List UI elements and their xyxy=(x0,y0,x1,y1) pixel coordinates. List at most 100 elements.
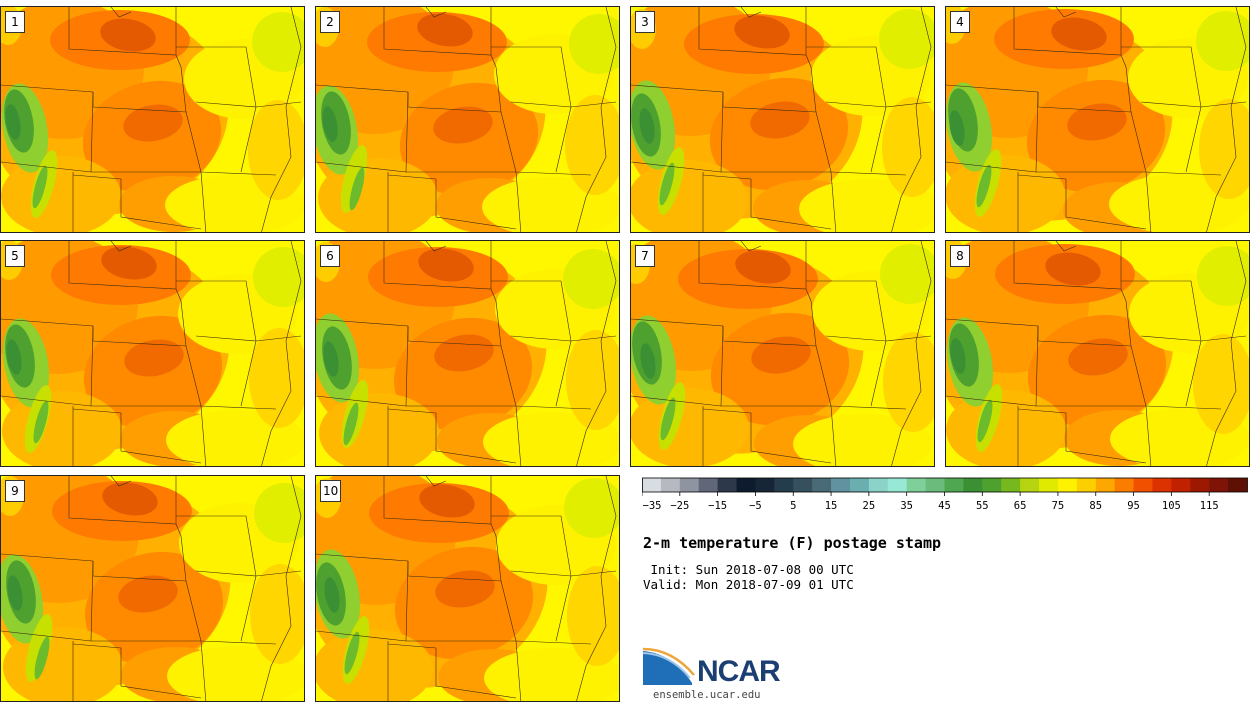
state-border xyxy=(316,630,407,642)
colorbar-tick-label: −15 xyxy=(708,500,727,512)
state-border xyxy=(740,7,762,18)
state-border xyxy=(825,101,932,108)
state-border xyxy=(740,241,762,252)
state-border xyxy=(891,7,932,232)
temperature-region xyxy=(324,577,340,613)
temperature-region xyxy=(123,104,183,142)
state-border xyxy=(576,241,617,466)
colorbar-tick-label: 115 xyxy=(1200,500,1219,512)
temperature-region xyxy=(1067,103,1127,141)
temperature-region xyxy=(5,104,21,140)
temperature-region xyxy=(1196,11,1249,71)
ensemble-member-panel: 2 xyxy=(315,6,620,233)
state-border xyxy=(261,476,302,701)
state-border xyxy=(576,7,617,232)
state-border xyxy=(631,161,722,173)
colorbar-tick-label: 25 xyxy=(863,500,876,512)
ncar-logo-text: NCAR xyxy=(697,655,781,688)
ensemble-member-panel: 9 xyxy=(0,475,305,702)
colorbar-tick-label: −35 xyxy=(643,500,662,512)
state-border xyxy=(110,241,132,252)
colorbar-tick-label: 105 xyxy=(1162,500,1181,512)
state-border xyxy=(490,54,522,232)
ensemble-member-panel: 5 xyxy=(0,240,305,467)
colorbar-swatch xyxy=(793,478,813,492)
state-border xyxy=(175,523,207,701)
colorbar-swatch xyxy=(679,478,700,492)
temperature-region xyxy=(7,575,23,611)
temperature-region xyxy=(433,106,493,144)
temperature-region xyxy=(976,164,992,208)
state-border xyxy=(830,171,907,176)
state-border xyxy=(891,241,932,466)
temperature-region xyxy=(343,402,359,446)
state-border xyxy=(1121,46,1202,173)
ensemble-member-panel: 6 xyxy=(315,240,620,467)
temperature-region xyxy=(566,330,619,430)
temperature-region xyxy=(253,247,304,307)
colorbar-tick-label: 35 xyxy=(900,500,913,512)
state-border xyxy=(806,46,887,173)
temperature-region xyxy=(946,390,1066,466)
colorbar-swatch xyxy=(1152,478,1172,492)
colorbar-swatch xyxy=(812,478,832,492)
ensemble-member-panel: 7 xyxy=(630,240,935,467)
state-border xyxy=(490,523,522,701)
temperature-region xyxy=(1199,99,1249,199)
temperature-region xyxy=(100,18,156,52)
temperature-region xyxy=(248,100,304,200)
temperature-region xyxy=(1193,334,1249,434)
state-border xyxy=(200,640,277,645)
temperature-region xyxy=(1045,252,1101,286)
panel-number-label: 1 xyxy=(5,11,25,33)
state-border xyxy=(515,171,592,176)
temperature-region xyxy=(735,250,791,284)
temperature-region xyxy=(1051,17,1107,51)
temperature-region xyxy=(32,165,48,209)
temperature-region xyxy=(254,483,304,543)
temperature-region xyxy=(949,110,965,146)
temperature-region xyxy=(1068,338,1128,376)
temperature-region xyxy=(316,629,433,701)
state-border xyxy=(72,408,202,464)
valid-time: Valid: Mon 2018-07-09 01 UTC xyxy=(643,577,854,592)
temperature-region xyxy=(1197,246,1249,306)
state-border xyxy=(515,640,592,645)
state-border xyxy=(1017,174,1147,230)
state-border xyxy=(1145,171,1222,176)
temperature-region xyxy=(6,339,22,375)
colorbar-swatch xyxy=(1228,478,1248,492)
state-border xyxy=(805,54,837,232)
state-border xyxy=(1145,405,1222,410)
temperature-region xyxy=(569,14,619,74)
state-border xyxy=(195,101,302,108)
state-border xyxy=(702,408,832,464)
colorbar-swatch xyxy=(831,478,851,492)
temperature-region xyxy=(1,156,121,232)
colorbar-tick-label: 65 xyxy=(1014,500,1027,512)
state-border xyxy=(1055,7,1077,18)
temperature-region xyxy=(102,482,158,516)
state-border xyxy=(387,174,517,230)
temperature-region xyxy=(434,334,494,372)
state-border xyxy=(175,288,207,466)
temperature-region xyxy=(880,244,934,304)
temperature-region xyxy=(124,339,184,377)
state-border xyxy=(1,161,92,173)
state-border xyxy=(825,335,932,342)
panel-number-label: 2 xyxy=(320,11,340,33)
temperature-region xyxy=(33,400,49,444)
panel-number-label: 9 xyxy=(5,480,25,502)
temperature-region xyxy=(660,397,676,441)
temperature-region xyxy=(417,13,473,47)
temperature-region xyxy=(565,95,619,195)
state-border xyxy=(698,7,807,56)
colorbar-tick-label: 15 xyxy=(825,500,838,512)
state-border xyxy=(1206,241,1247,466)
colorbar-swatch xyxy=(963,478,983,492)
chart-title: 2-m temperature (F) postage stamp xyxy=(643,534,942,552)
state-border xyxy=(698,241,807,290)
colorbar-swatch xyxy=(698,478,719,492)
state-border xyxy=(1140,335,1247,342)
state-border xyxy=(68,476,177,525)
